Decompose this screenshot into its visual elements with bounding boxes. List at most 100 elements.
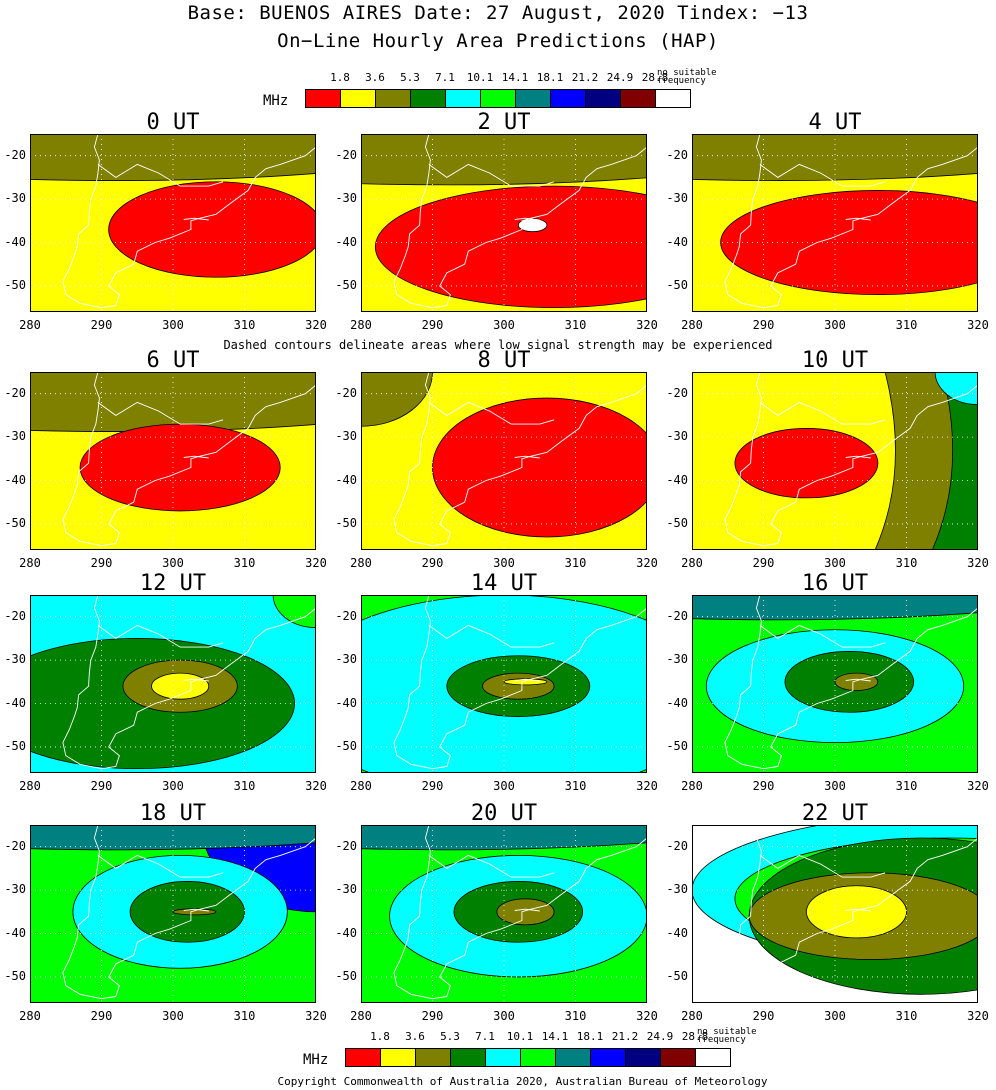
coastline xyxy=(514,217,540,221)
copyright-notice: Copyright Commonwealth of Australia 2020… xyxy=(277,1075,768,1088)
x-tick-label: 310 xyxy=(233,318,256,332)
y-tick-label: -30 xyxy=(666,429,688,444)
y-tick-label: -30 xyxy=(666,191,688,206)
x-tick-label: 290 xyxy=(90,318,113,332)
x-tick-label: 310 xyxy=(233,556,256,570)
frequency-contour-region xyxy=(374,185,647,309)
x-tick-label: 300 xyxy=(493,1009,515,1023)
legend-value-label: 5.3 xyxy=(440,1030,460,1043)
y-tick-label: -30 xyxy=(335,191,357,206)
y-tick-label: -20 xyxy=(666,838,688,853)
map-frame xyxy=(692,134,978,312)
coastline xyxy=(759,401,886,425)
map-frame xyxy=(692,825,978,1003)
frequency-contour-region xyxy=(805,885,907,939)
map-panel: 16 UT -20 -30 -40 -50 280 290 300 310 320 xyxy=(666,571,989,813)
map-frame xyxy=(30,825,316,1003)
y-tick-label: -30 xyxy=(4,191,26,206)
y-tick-label: -40 xyxy=(335,472,357,487)
coastline xyxy=(770,837,978,997)
x-tick-label: 320 xyxy=(967,318,989,332)
map-frame xyxy=(692,372,978,550)
legend-value-label: 14.1 xyxy=(541,1030,569,1043)
x-tick-label: 310 xyxy=(564,318,587,332)
map-frame xyxy=(361,825,647,1003)
prediction-map xyxy=(361,825,647,1003)
frequency-contour-region xyxy=(272,595,316,628)
map-frame xyxy=(30,595,316,773)
x-tick-label: 310 xyxy=(233,1009,256,1023)
y-tick-label: -30 xyxy=(335,652,357,667)
y-tick-label: -50 xyxy=(666,738,688,753)
y-tick-label: -50 xyxy=(335,515,357,530)
x-tick-label: 300 xyxy=(493,779,515,793)
map-panel: 4 UT -20 -30 -40 -50 280 290 300 310 320 xyxy=(666,110,989,352)
y-tick-label: -30 xyxy=(4,429,26,444)
coastline xyxy=(845,217,871,221)
coastline xyxy=(97,401,224,425)
x-tick-label: 320 xyxy=(305,318,327,332)
coastline xyxy=(97,163,224,187)
x-tick-label: 280 xyxy=(350,779,372,793)
frequency-contour-region xyxy=(432,397,647,538)
coastline xyxy=(97,854,224,878)
legend-swatch xyxy=(515,89,551,108)
panel-time-label: 0 UT xyxy=(146,110,200,135)
map-frame xyxy=(361,372,647,550)
x-tick-label: 320 xyxy=(967,1009,989,1023)
x-tick-label: 320 xyxy=(967,556,989,570)
coastline xyxy=(393,372,447,547)
legend-swatch xyxy=(590,1048,626,1067)
x-tick-label: 300 xyxy=(162,318,184,332)
x-tick-label: 280 xyxy=(19,556,41,570)
coastline xyxy=(428,163,555,187)
coastline xyxy=(62,595,116,770)
legend-value-label: 21.2 xyxy=(611,1030,639,1043)
dashed-contour-note: Dashed contours delineate areas where lo… xyxy=(223,338,773,352)
frequency-contour-region xyxy=(30,825,316,851)
x-tick-label: 300 xyxy=(162,779,184,793)
prediction-map xyxy=(361,134,647,312)
legend-value-label: 21.2 xyxy=(571,71,599,84)
x-tick-label: 280 xyxy=(681,318,703,332)
legend-swatch xyxy=(305,89,341,108)
frequency-contour-region xyxy=(692,134,978,181)
frequency-contour-region xyxy=(934,372,978,405)
coastline xyxy=(770,607,978,767)
x-tick-label: 290 xyxy=(752,779,775,793)
legend-value-label: 7.1 xyxy=(435,71,455,84)
coastline xyxy=(845,455,871,459)
y-tick-label: -20 xyxy=(4,385,26,400)
legend-value-label: 10.1 xyxy=(466,71,494,84)
coastline xyxy=(514,455,540,459)
coastline xyxy=(62,372,116,547)
coastline xyxy=(393,595,447,770)
x-tick-label: 280 xyxy=(350,318,372,332)
y-tick-label: -30 xyxy=(4,652,26,667)
x-tick-label: 290 xyxy=(90,1009,113,1023)
map-panel: 8 UT -20 -30 -40 -50 280 290 300 310 320 xyxy=(335,348,658,590)
prediction-map xyxy=(30,825,316,1003)
coastline xyxy=(845,678,871,682)
y-tick-label: -50 xyxy=(4,968,26,983)
map-frame xyxy=(361,595,647,773)
coastline xyxy=(759,624,886,648)
frequency-contour-region xyxy=(108,181,316,278)
y-tick-label: -50 xyxy=(666,515,688,530)
y-tick-label: -20 xyxy=(335,147,357,162)
legend-swatch xyxy=(550,89,586,108)
legend-value-label: 24.9 xyxy=(606,71,634,84)
y-tick-label: -50 xyxy=(335,968,357,983)
coastline xyxy=(724,825,778,1000)
x-tick-label: 290 xyxy=(421,318,444,332)
x-tick-label: 320 xyxy=(305,1009,327,1023)
coastline xyxy=(428,854,555,878)
x-tick-label: 290 xyxy=(752,1009,775,1023)
y-tick-label: -40 xyxy=(4,472,26,487)
x-tick-label: 280 xyxy=(681,1009,703,1023)
x-tick-label: 300 xyxy=(824,318,846,332)
x-tick-label: 290 xyxy=(421,1009,444,1023)
x-tick-label: 310 xyxy=(233,779,256,793)
coastline xyxy=(845,908,871,912)
panel-time-label: 20 UT xyxy=(470,801,538,826)
